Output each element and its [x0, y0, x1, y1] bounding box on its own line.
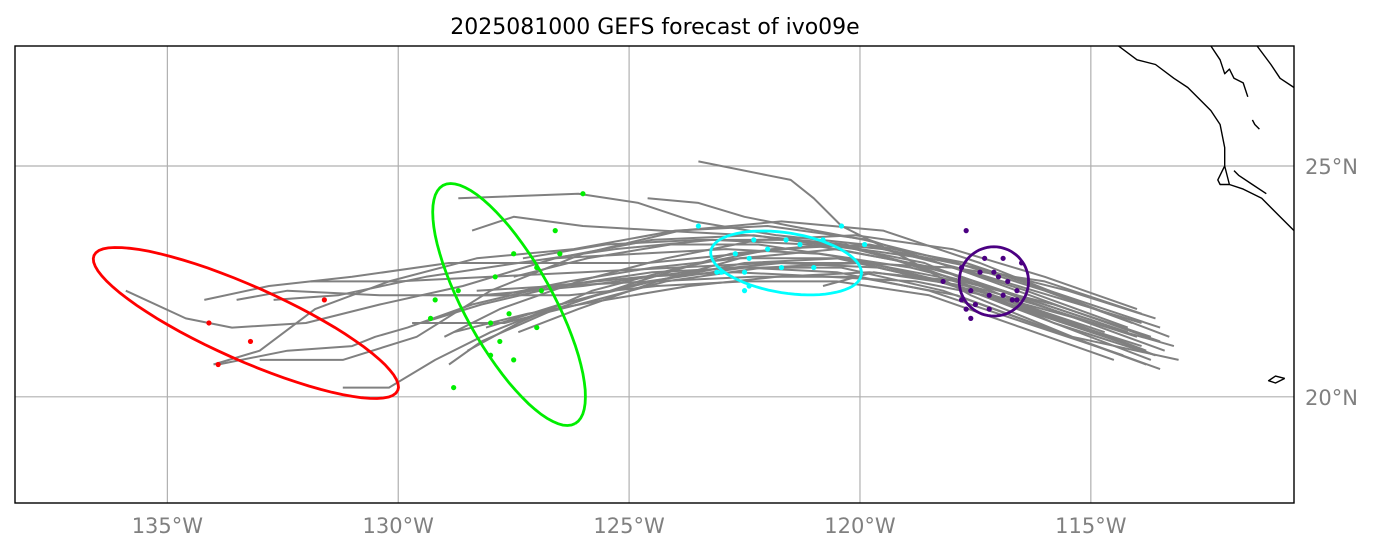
track-line — [513, 243, 1133, 348]
position-point — [968, 288, 974, 294]
position-point — [1009, 297, 1015, 303]
coastline — [1118, 46, 1294, 232]
position-point — [206, 320, 212, 326]
coastline — [1267, 375, 1286, 384]
y-axis-ticks: 20°N 25°N — [1305, 155, 1358, 410]
position-point — [751, 237, 757, 243]
position-point — [432, 297, 438, 303]
position-point — [765, 246, 771, 252]
y-tick-label: 20°N — [1305, 386, 1358, 410]
track-line — [443, 234, 1138, 338]
position-point — [986, 306, 992, 312]
chart-title: 2025081000 GEFS forecast of ivo09e — [450, 15, 859, 40]
position-point — [427, 315, 434, 321]
position-point — [497, 338, 503, 345]
position-point — [580, 191, 586, 197]
position-point — [511, 357, 517, 363]
position-point — [538, 288, 544, 294]
ensemble-tracks — [125, 160, 1179, 389]
x-axis-ticks: 135°W 130°W 125°W 120°W 115°W — [132, 514, 1127, 538]
position-point — [991, 269, 997, 275]
position-point — [492, 274, 498, 280]
track-line — [647, 197, 1133, 324]
position-point — [732, 251, 738, 257]
position-point — [455, 288, 461, 294]
position-point — [968, 315, 974, 321]
uncertainty-ellipses — [91, 182, 1030, 427]
uncertainty-ellipse — [431, 182, 587, 427]
position-point — [557, 251, 563, 257]
track-line — [822, 271, 1156, 357]
position-point — [995, 274, 1002, 280]
position-point — [511, 251, 517, 257]
track-line — [467, 243, 1161, 352]
track-line — [412, 262, 1152, 361]
track-line — [458, 192, 1142, 324]
coastline — [1217, 165, 1230, 186]
track-line — [213, 225, 1161, 366]
position-point — [811, 264, 817, 271]
track-line — [522, 238, 1156, 320]
position-point — [963, 228, 969, 234]
grid-lines — [15, 46, 1294, 503]
position-points — [206, 191, 1025, 391]
position-point — [451, 384, 457, 391]
position-point — [972, 301, 979, 308]
position-point — [783, 237, 789, 243]
coastline — [1251, 119, 1260, 130]
position-point — [1005, 278, 1011, 285]
x-tick-label: 130°W — [363, 514, 435, 538]
plot-frame — [14, 45, 1295, 504]
x-tick-label: 125°W — [593, 514, 665, 538]
x-tick-label: 135°W — [132, 514, 204, 538]
position-point — [746, 255, 752, 261]
position-point — [534, 324, 540, 331]
position-point — [838, 223, 845, 229]
position-point — [797, 241, 803, 248]
coastlines — [1118, 46, 1294, 384]
position-point — [552, 228, 558, 234]
position-point — [506, 311, 512, 317]
uncertainty-ellipse — [709, 229, 863, 297]
position-point — [1000, 255, 1006, 261]
coastline — [1233, 170, 1267, 195]
position-point — [321, 297, 327, 303]
position-point — [1014, 297, 1020, 303]
coastline — [1210, 46, 1249, 98]
position-point — [741, 269, 748, 275]
position-point — [977, 269, 983, 275]
y-tick-label: 25°N — [1305, 155, 1358, 179]
track-line — [259, 220, 1170, 361]
track-line — [273, 238, 1119, 343]
uncertainty-ellipse — [91, 246, 400, 400]
position-point — [940, 278, 946, 285]
position-point — [487, 320, 494, 326]
x-tick-label: 115°W — [1055, 514, 1127, 538]
position-point — [861, 241, 868, 248]
position-point — [986, 292, 992, 298]
track-line — [421, 266, 1124, 357]
position-point — [741, 288, 748, 294]
position-point — [247, 338, 254, 345]
position-point — [963, 306, 969, 312]
position-point — [695, 223, 701, 229]
position-point — [714, 269, 720, 275]
position-point — [778, 264, 785, 271]
x-tick-label: 120°W — [824, 514, 896, 538]
uncertainty-ellipse — [957, 245, 1030, 318]
position-point — [215, 361, 221, 368]
position-point — [1014, 288, 1020, 294]
position-point — [982, 255, 988, 261]
position-point — [1000, 292, 1006, 298]
coastline — [1256, 46, 1294, 89]
